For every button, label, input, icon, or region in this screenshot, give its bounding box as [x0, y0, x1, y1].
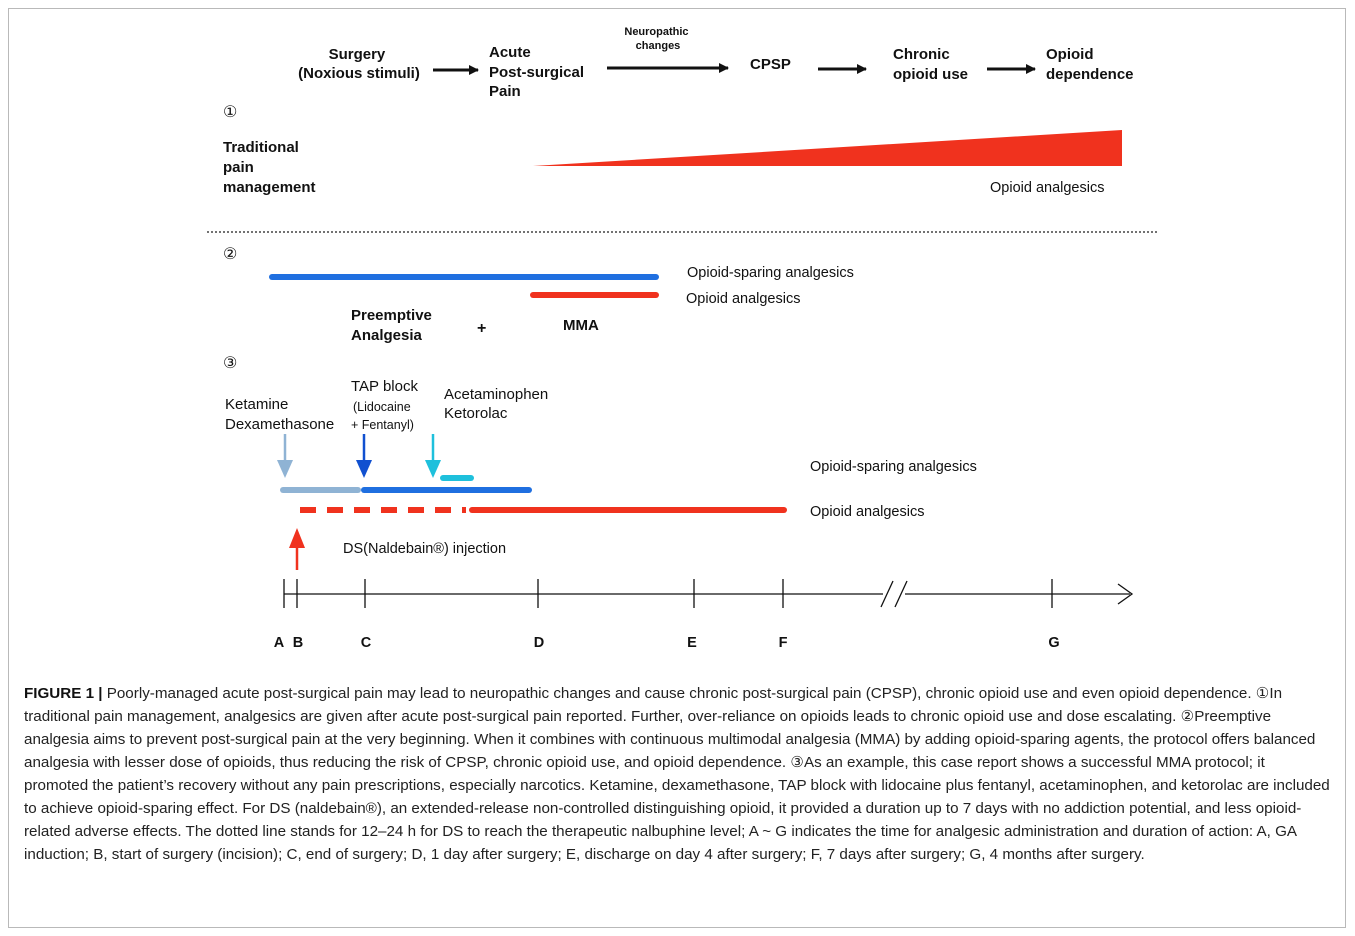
opioid-label: Opioid analgesics — [686, 291, 800, 307]
section-1: ① Traditional pain management Opioid ana… — [223, 104, 1122, 196]
arrow-tap-block — [356, 434, 372, 478]
tick-label-a: A — [274, 635, 285, 651]
timeline-break-2 — [894, 580, 908, 608]
tick-label-f: F — [779, 635, 788, 651]
plus-sign: + — [477, 320, 486, 337]
ds-injection-label: DS(Naldebain®) injection — [343, 541, 506, 557]
flow-step-dependence: Opioid dependence — [1046, 46, 1134, 83]
section-2-number: ② — [223, 246, 237, 263]
caption-label: FIGURE 1 | — [24, 685, 103, 702]
section-3-opioid-sparing-label: Opioid-sparing analgesics — [810, 459, 977, 475]
timeline-break-1 — [880, 580, 894, 608]
opioid-sparing-label: Opioid-sparing analgesics — [687, 265, 854, 281]
flow-step-surgery: Surgery (Noxious stimuli) — [298, 46, 420, 82]
section-3-opioid-label: Opioid analgesics — [810, 504, 924, 520]
tick-label-g: G — [1048, 635, 1059, 651]
arrow-acetaminophen — [425, 434, 441, 478]
flow-row: Surgery (Noxious stimuli) Acute Post-sur… — [298, 26, 1133, 100]
figure-caption: FIGURE 1 | Poorly-managed acute post-sur… — [24, 682, 1330, 866]
flow-step-chronic-opioid: Chronic opioid use — [893, 46, 968, 83]
figure-frame — [8, 8, 1346, 928]
wedge-label: Opioid analgesics — [990, 180, 1104, 196]
arrow-ketamine — [277, 434, 293, 478]
timeline: A B C D E F G — [274, 579, 1134, 651]
tick-label-e: E — [687, 635, 697, 651]
flow-neuropathic-label: Neuropathic changes — [624, 26, 691, 52]
caption-text: Poorly-managed acute post-surgical pain … — [24, 685, 1330, 863]
tick-label-c: C — [361, 635, 372, 651]
section-1-number: ① — [223, 104, 237, 121]
drug-ketamine-dexamethasone: Ketamine Dexamethasone — [225, 396, 334, 433]
tick-label-b: B — [293, 635, 303, 651]
mma-label: MMA — [563, 317, 599, 334]
section-1-title: Traditional pain management — [223, 139, 316, 196]
timeline-arrowhead — [1117, 583, 1134, 605]
opioid-escalation-wedge — [533, 130, 1122, 166]
flow-step-acute-pain: Acute Post-surgical Pain — [489, 44, 588, 100]
tick-label-d: D — [534, 635, 544, 651]
drug-acetaminophen-ketorolac: Acetaminophen Ketorolac — [444, 386, 552, 422]
section-3-number: ③ — [223, 355, 237, 372]
arrow-ds-injection — [289, 528, 305, 570]
preemptive-label: Preemptive Analgesia — [351, 307, 436, 344]
diagram: Surgery (Noxious stimuli) Acute Post-sur… — [207, 26, 1158, 651]
flow-step-cpsp: CPSP — [750, 56, 791, 73]
section-3: ③ Ketamine Dexamethasone TAP block (Lido… — [223, 355, 977, 570]
section-2: ② Opioid-sparing analgesics Opioid analg… — [223, 246, 854, 344]
drug-tap-block: TAP block (Lidocaine + Fentanyl) — [351, 378, 422, 432]
